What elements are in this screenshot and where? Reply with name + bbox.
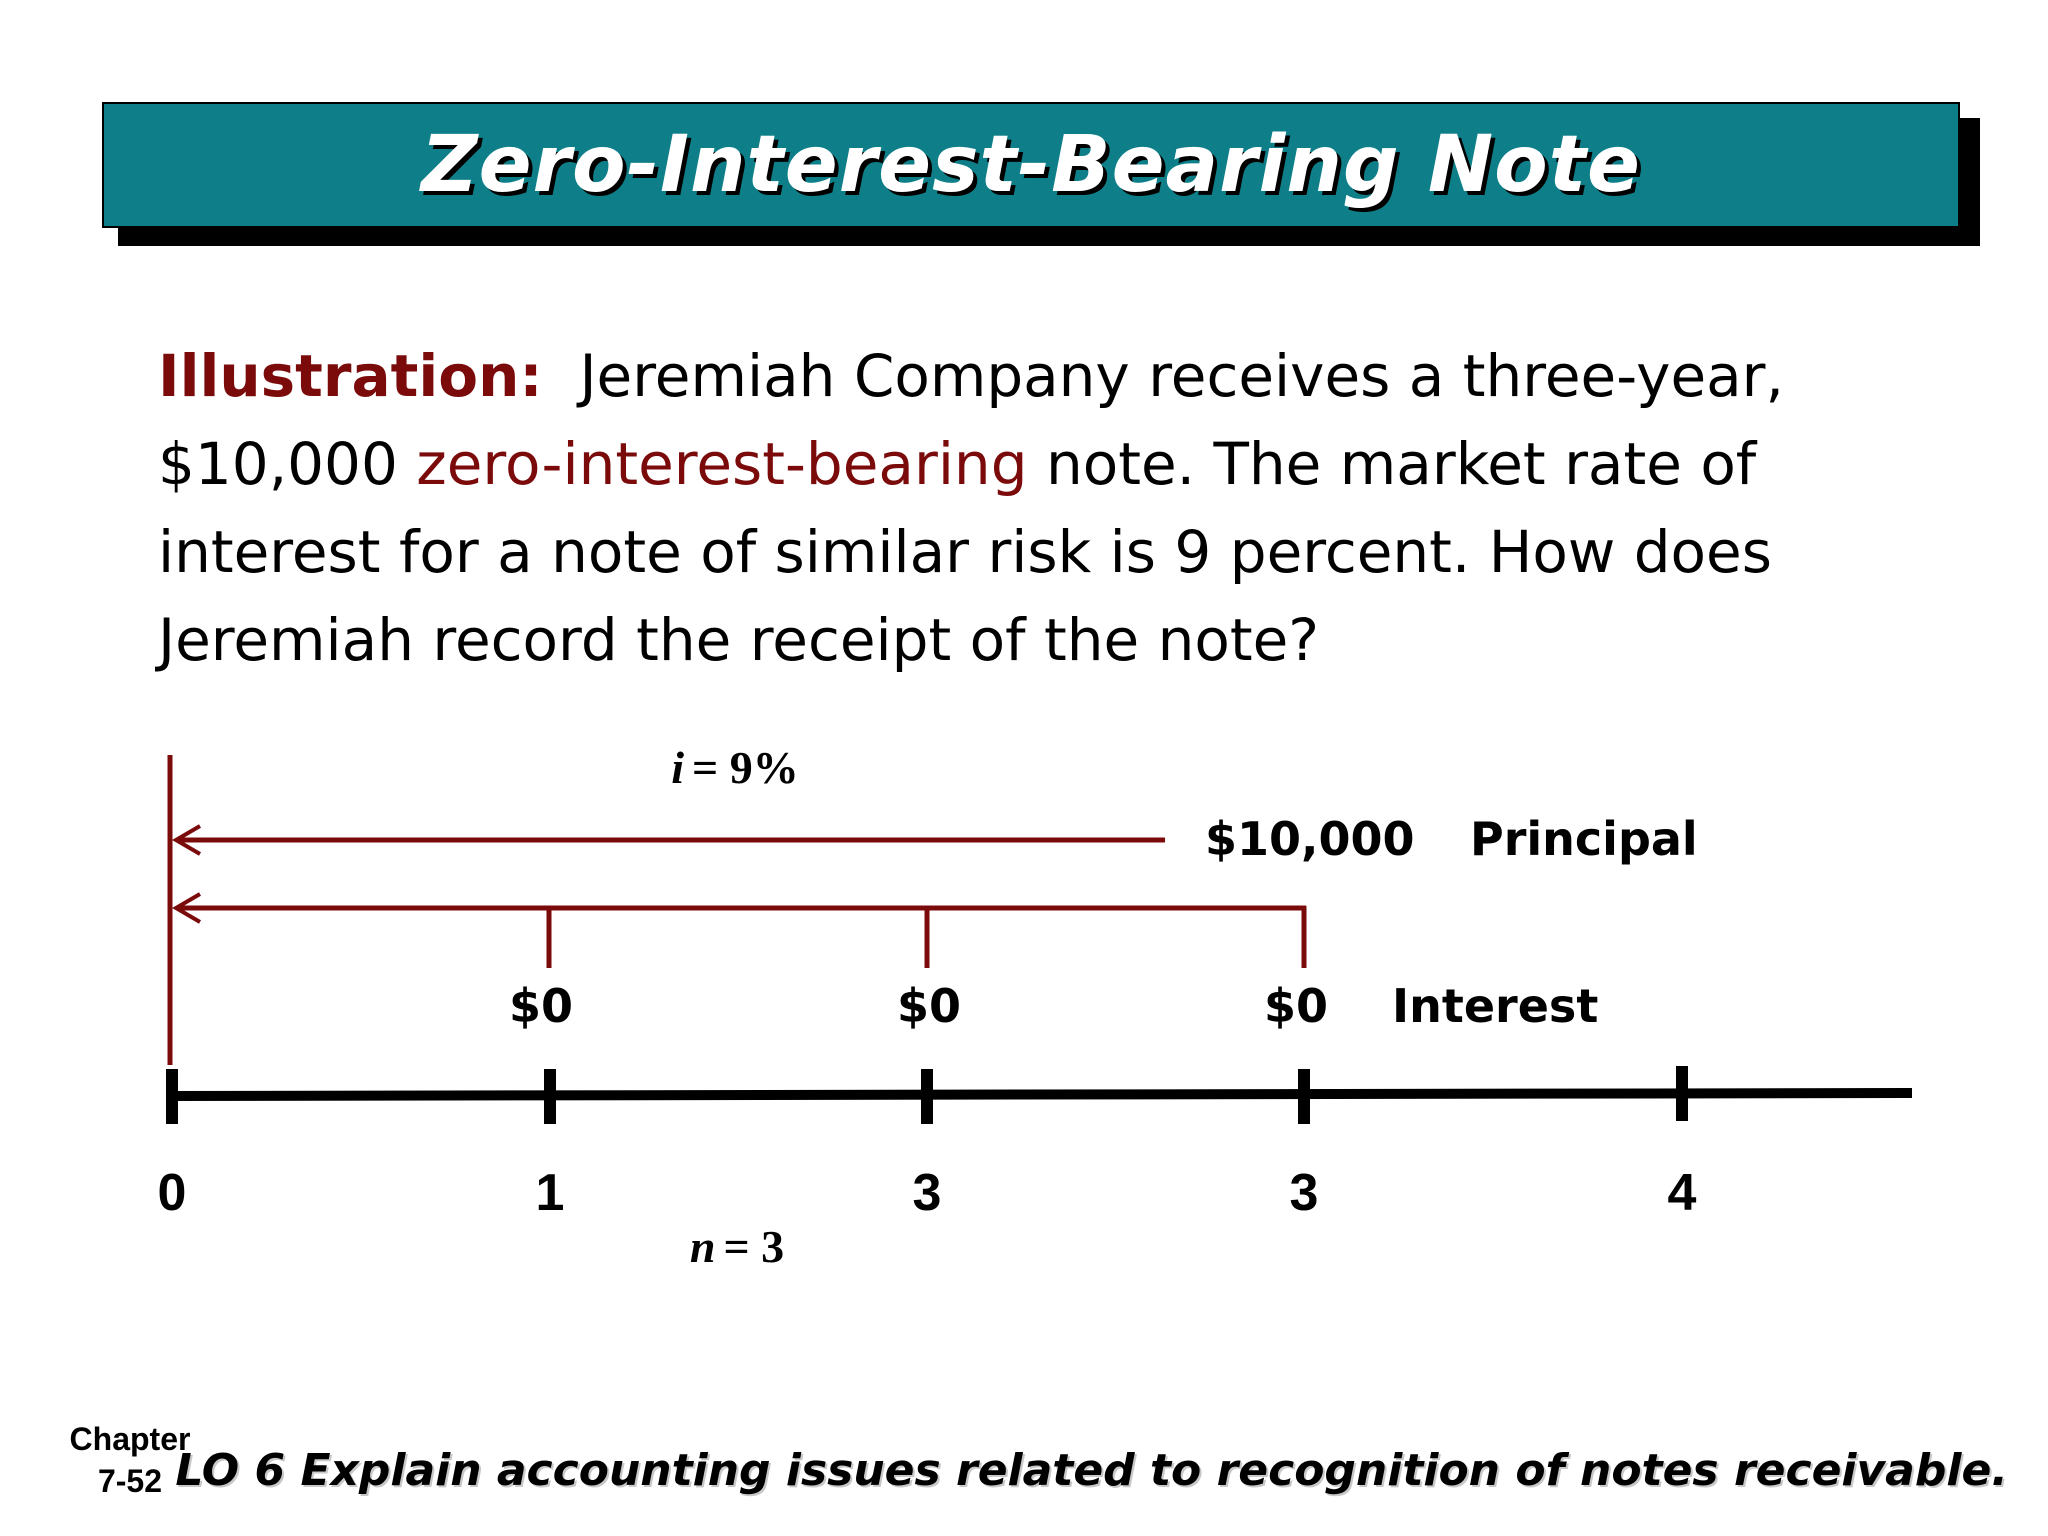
- illustration-paragraph: Illustration: Jeremiah Company receives …: [158, 332, 1958, 684]
- interest-amount-2: $0: [897, 979, 961, 1033]
- slide-title: Zero-Interest-Bearing Note: [421, 120, 1641, 210]
- tick-label-0: 0: [158, 1164, 187, 1222]
- periods-label: n = 3: [690, 1221, 784, 1272]
- interest-label: Interest: [1392, 979, 1598, 1033]
- interest-arrowhead: [172, 892, 202, 924]
- illustration-label: Illustration:: [158, 342, 543, 410]
- interest-amount-1: $0: [509, 979, 573, 1033]
- chapter-label: Chapter: [69, 1421, 191, 1457]
- chapter-footer: Chapter 7-52: [50, 1418, 210, 1502]
- principal-label: Principal: [1470, 812, 1698, 866]
- learning-objective: LO 6 Explain accounting issues related t…: [175, 1445, 2008, 1496]
- tick-label-4: 4: [1668, 1164, 1697, 1222]
- tick-label-1: 1: [536, 1164, 565, 1222]
- principal-amount: $10,000: [1205, 812, 1415, 866]
- principal-arrowhead: [172, 824, 202, 856]
- title-bar: Zero-Interest-Bearing Note: [102, 102, 1960, 228]
- timeline-axis: [169, 1088, 1913, 1101]
- page-number: 7-52: [97, 1463, 163, 1499]
- tick-label-2: 3: [913, 1164, 942, 1222]
- tick-label-3: 3: [1290, 1164, 1319, 1222]
- paragraph-text-before: Jeremiah Company receives a three-year, …: [158, 342, 1784, 498]
- paragraph-text-after: note. The market rate of interest for a …: [158, 430, 1772, 674]
- interest-amount-3: $0: [1264, 979, 1328, 1033]
- rate-label: i = 9%: [671, 742, 799, 793]
- paragraph-highlight: zero-interest-bearing: [416, 430, 1028, 498]
